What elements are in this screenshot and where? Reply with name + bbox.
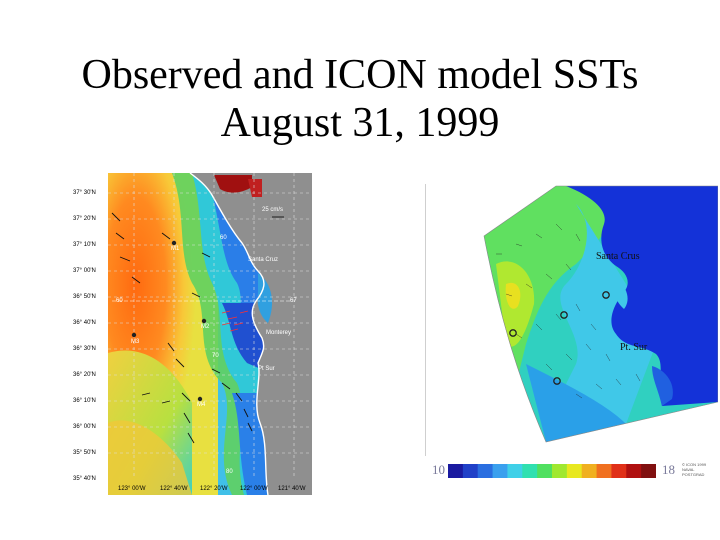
colorbar-swatch [566, 464, 583, 478]
slide-title-line-2: August 31, 1999 [220, 100, 500, 146]
lat-label: 36° 40'N [73, 320, 96, 326]
line-label: 70 [212, 353, 219, 359]
line-label: 80 [226, 469, 233, 475]
colorbar-swatch [477, 464, 494, 478]
place-santa-cruz: Santa Cruz [248, 257, 279, 263]
lat-label: 36° 00'N [73, 424, 96, 430]
model-sst-image [483, 185, 718, 443]
lat-label: 36° 20'N [73, 372, 96, 378]
lon-label: 123° 00'W [118, 486, 146, 492]
colorbar-swatch [507, 464, 523, 478]
slide-title-line-1: Observed and ICON model SSTs [81, 52, 639, 98]
colorbar-swatch [492, 464, 508, 478]
colorbar [448, 464, 656, 478]
credit-text: © ICON 1999 NAVAL POSTGRAD [682, 462, 707, 477]
colorbar-swatch [448, 464, 464, 478]
line-label: 60 [116, 298, 123, 304]
scale-label: 25 cm/s [262, 207, 284, 213]
colorbar-min-label: 10 [432, 462, 445, 477]
line-label: 60 [220, 235, 227, 241]
colorbar-swatch [462, 464, 479, 478]
mooring-m3: M3 [131, 339, 140, 345]
mooring-m1: M1 [171, 246, 180, 252]
colorbar-swatch [552, 464, 568, 478]
place-santa-crus: Santa Crus [596, 251, 640, 262]
lat-label: 35° 40'N [73, 476, 96, 482]
lat-label: 35° 50'N [73, 450, 96, 456]
lat-label: 37° 30'N [73, 190, 96, 196]
lon-label: 122° 20'W [200, 486, 228, 492]
lon-label: 122° 00'W [240, 486, 268, 492]
colorbar-swatch [596, 464, 612, 478]
lat-label: 36° 50'N [73, 294, 96, 300]
colorbar-swatch [537, 464, 553, 478]
lat-label: 37° 00'N [73, 268, 96, 274]
mooring-m2: M2 [201, 324, 210, 330]
lat-label: 37° 10'N [73, 242, 96, 248]
observed-sst-image [72, 173, 312, 495]
observed-sst-map: 37° 30'N 37° 20'N 37° 10'N 37° 00'N 36° … [72, 173, 312, 495]
mooring-m4: M4 [197, 402, 206, 408]
colorbar-max-label: 18 [662, 462, 675, 477]
lon-label: 122° 40'W [160, 486, 188, 492]
lat-label: 36° 30'N [73, 346, 96, 352]
lat-label: 37° 20'N [73, 216, 96, 222]
colorbar-swatch [522, 464, 538, 478]
model-sst-map: Santa Crus Pt. Sur [425, 184, 718, 456]
place-monterey: Monterey [266, 330, 292, 336]
colorbar-swatch [581, 464, 598, 478]
place-pt-sur: Pt. Sur [620, 342, 648, 353]
lon-label: 121° 40'W [278, 486, 306, 492]
place-pt-sur: Pt Sur [258, 366, 275, 372]
colorbar-swatch [641, 464, 656, 478]
colorbar-swatch [626, 464, 642, 478]
colorbar-swatch [611, 464, 627, 478]
lat-label: 36° 10'N [73, 398, 96, 404]
line-label: 67 [290, 298, 297, 304]
